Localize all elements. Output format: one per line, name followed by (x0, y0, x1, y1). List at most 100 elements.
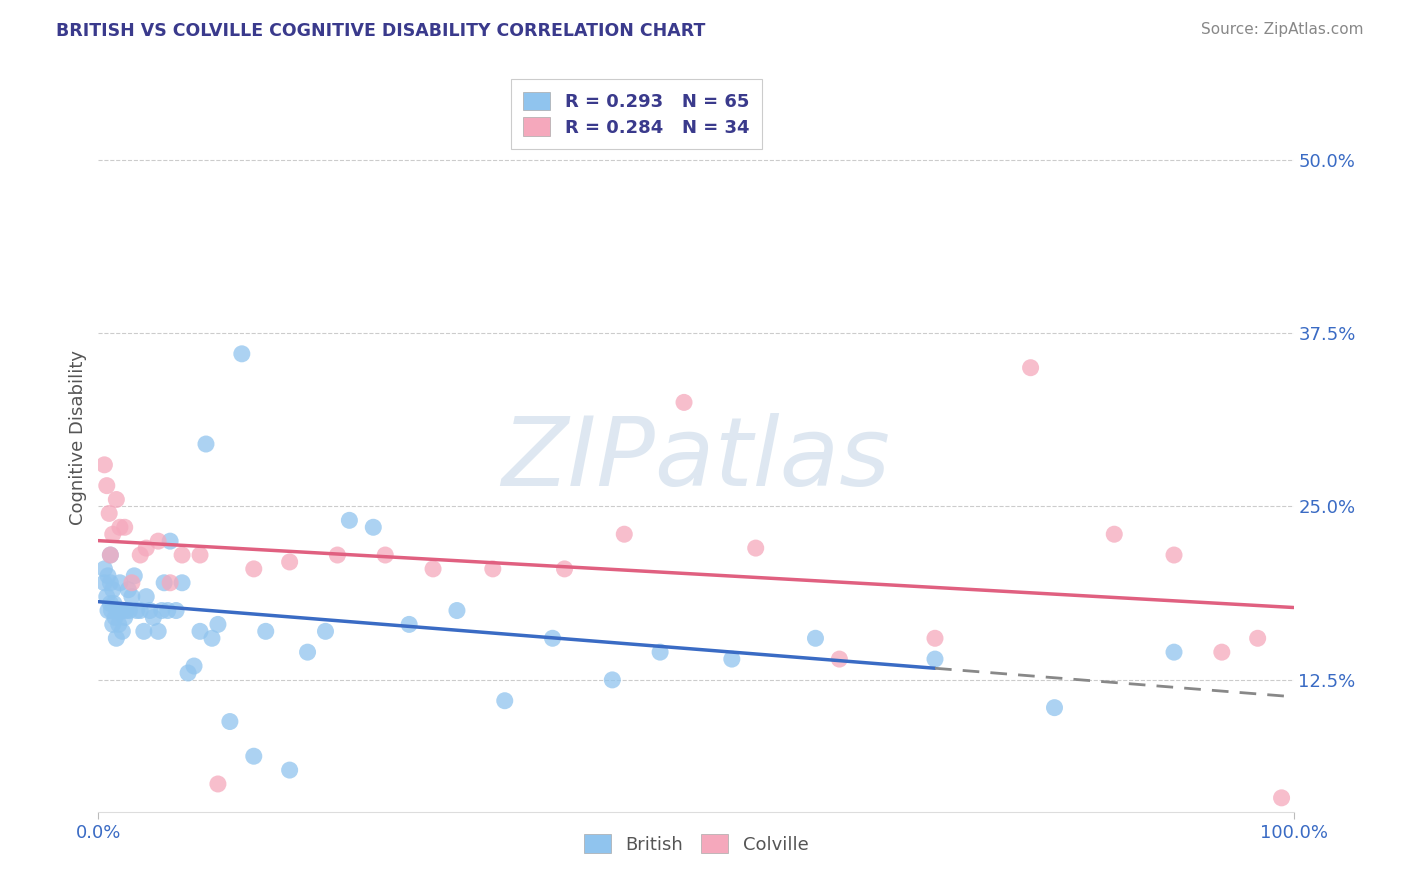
Point (254, 624, 277, 639)
Point (148, 624, 170, 639)
Point (118, 603, 141, 617)
Point (924, 652, 946, 666)
Point (101, 527, 124, 541)
Point (1104, 527, 1126, 541)
Point (135, 541, 157, 555)
Point (93, 458, 115, 472)
Point (446, 603, 468, 617)
Point (648, 645, 672, 659)
Point (115, 603, 138, 617)
Point (111, 603, 134, 617)
Point (114, 610, 136, 624)
Point (117, 582, 139, 597)
Point (231, 347, 253, 361)
Point (98, 597, 122, 611)
Point (613, 527, 636, 541)
Point (96, 478, 118, 492)
Point (153, 575, 176, 590)
Point (745, 541, 768, 555)
Point (101, 617, 124, 632)
Point (374, 548, 396, 562)
Point (129, 603, 152, 617)
Point (183, 659, 205, 673)
Point (297, 645, 319, 659)
Point (1163, 548, 1185, 562)
Point (139, 603, 162, 617)
Point (207, 777, 229, 791)
Point (924, 632, 946, 646)
Point (541, 632, 564, 646)
Point (243, 749, 266, 764)
Point (100, 603, 122, 617)
Point (124, 569, 146, 583)
Y-axis label: Cognitive Disability: Cognitive Disability (69, 350, 87, 524)
Point (110, 603, 132, 617)
Point (97, 569, 120, 583)
Point (1247, 632, 1270, 646)
Point (148, 534, 170, 549)
Point (278, 763, 301, 777)
Point (104, 610, 127, 624)
Point (201, 632, 224, 646)
Point (602, 673, 624, 687)
Point (135, 590, 157, 604)
Text: ZIPatlas: ZIPatlas (502, 413, 890, 506)
Point (156, 603, 179, 617)
Point (93, 562, 115, 576)
Point (98, 548, 122, 562)
Point (159, 534, 181, 549)
Point (828, 652, 851, 666)
Point (98, 507, 121, 521)
Point (103, 597, 125, 611)
Point (1043, 700, 1066, 714)
Point (114, 520, 136, 534)
Point (98, 575, 122, 590)
Point (165, 603, 187, 617)
Text: BRITISH VS COLVILLE COGNITIVE DISABILITY CORRELATION CHART: BRITISH VS COLVILLE COGNITIVE DISABILITY… (56, 22, 706, 40)
Point (315, 624, 337, 639)
Point (150, 603, 173, 617)
Point (121, 590, 143, 604)
Point (673, 395, 696, 409)
Point (207, 617, 229, 632)
Point (132, 624, 155, 639)
Legend: British, Colville: British, Colville (575, 825, 817, 863)
Point (554, 562, 576, 576)
Point (804, 632, 827, 646)
Point (177, 665, 200, 680)
Point (278, 555, 301, 569)
Point (125, 603, 148, 617)
Point (93, 575, 115, 590)
Point (98, 548, 122, 562)
Point (1271, 790, 1294, 805)
Point (1163, 645, 1185, 659)
Point (1019, 360, 1042, 375)
Point (326, 548, 349, 562)
Point (188, 548, 211, 562)
Point (142, 610, 165, 624)
Point (363, 520, 385, 534)
Point (1211, 645, 1233, 659)
Text: Source: ZipAtlas.com: Source: ZipAtlas.com (1201, 22, 1364, 37)
Point (481, 562, 505, 576)
Point (339, 513, 361, 527)
Point (97, 603, 120, 617)
Point (105, 492, 128, 507)
Point (105, 632, 128, 646)
Point (121, 575, 143, 590)
Point (107, 617, 129, 632)
Point (219, 714, 242, 729)
Point (243, 562, 266, 576)
Point (96, 590, 118, 604)
Point (188, 624, 211, 639)
Point (108, 520, 131, 534)
Point (111, 624, 134, 639)
Point (494, 694, 516, 708)
Point (398, 617, 420, 632)
Point (107, 603, 129, 617)
Point (108, 575, 131, 590)
Point (172, 575, 194, 590)
Point (195, 437, 218, 451)
Point (422, 562, 444, 576)
Point (101, 582, 124, 597)
